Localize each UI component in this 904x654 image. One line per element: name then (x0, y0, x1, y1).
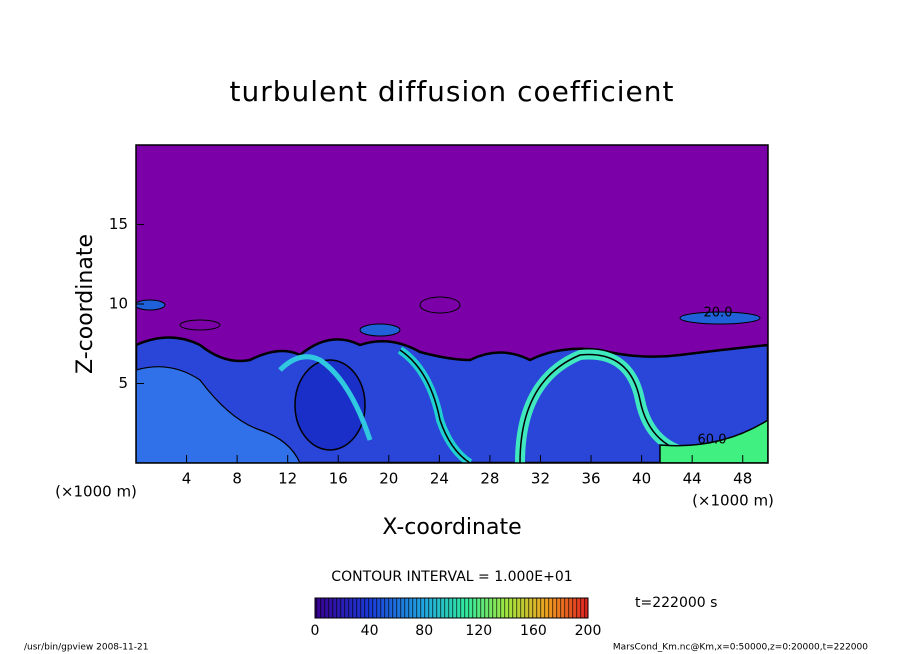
colorbar-tick-label: 120 (465, 623, 492, 639)
colorbar-frame (314, 597, 589, 619)
x-tick-label: 20 (379, 470, 398, 488)
footer-left: /usr/bin/gpview 2008-11-21 (24, 643, 148, 653)
contour-interval: CONTOUR INTERVAL = 1.000E+01 (331, 569, 572, 585)
chart-title: turbulent diffusion coefficient (230, 75, 675, 108)
contour-label: 20.0 (704, 306, 733, 321)
x-axis-label: X-coordinate (382, 515, 521, 540)
x-tick-label: 48 (733, 470, 752, 488)
x-tick-label: 12 (278, 470, 297, 488)
time-label: t=222000 s (635, 595, 717, 611)
x-tick-label: 24 (430, 470, 449, 488)
colorbar-tick-label: 200 (575, 623, 602, 639)
x-tick-label: 36 (581, 470, 600, 488)
y-tick-label: 15 (109, 215, 128, 233)
contour-field (136, 145, 768, 463)
y-axis-label: Z-coordinate (73, 234, 98, 374)
y-tick-label: 10 (109, 295, 128, 313)
x-unit: (×1000 m) (692, 492, 774, 510)
colorbar-tick-label: 40 (361, 623, 379, 639)
x-tick-label: 44 (683, 470, 702, 488)
x-tick-label: 40 (632, 470, 651, 488)
y-unit: (×1000 m) (55, 483, 137, 501)
footer-right: MarsCond_Km.nc@Km,x=0:50000,z=0:20000,t=… (613, 643, 868, 653)
x-tick-label: 28 (480, 470, 499, 488)
colorbar-tick-label: 0 (311, 623, 320, 639)
colorbar-tick-label: 160 (520, 623, 547, 639)
contour-label: 60.0 (698, 433, 727, 448)
x-tick-label: 32 (531, 470, 550, 488)
x-tick-label: 4 (182, 470, 192, 488)
colorbar-tick-label: 80 (415, 623, 433, 639)
x-tick-label: 8 (232, 470, 242, 488)
y-tick-label: 5 (118, 374, 128, 392)
x-tick-label: 16 (329, 470, 348, 488)
